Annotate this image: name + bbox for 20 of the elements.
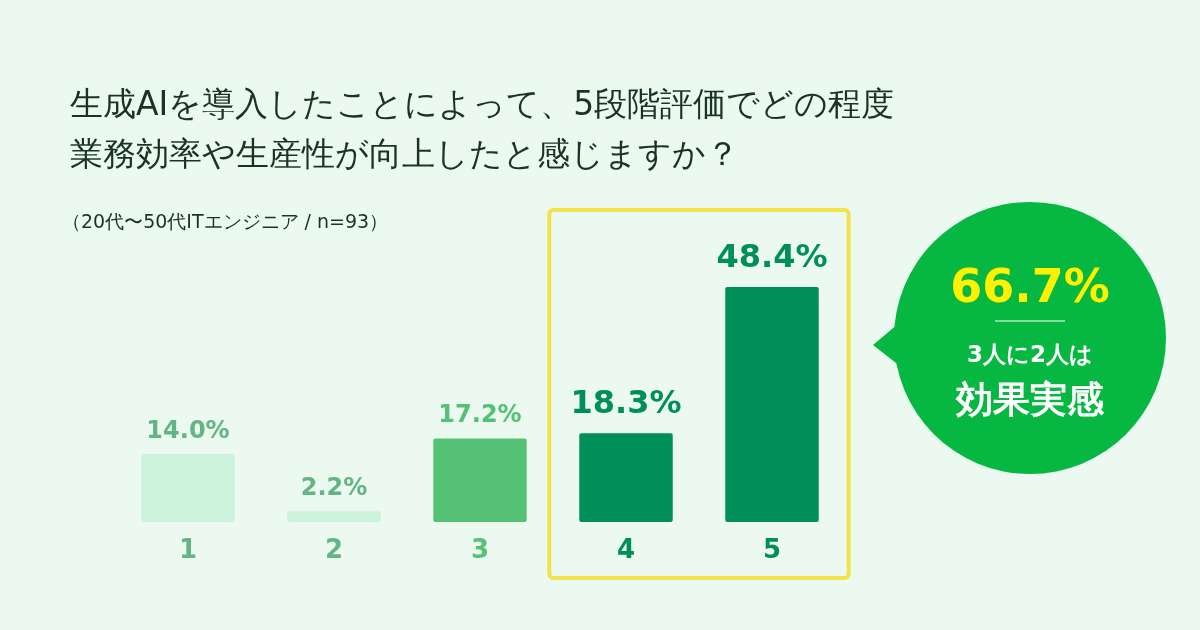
x-tick-label: 1 [178, 534, 198, 564]
chart-title: 生成AIを導入したことによって、5段階評価でどの程度業務効率や生産性が向上したと感じますか？ [70, 84, 895, 173]
text: 66.7% [950, 259, 1110, 313]
data-label: 14.0% [146, 416, 230, 445]
bar [141, 454, 235, 522]
data-label: 2.2% [300, 473, 368, 502]
chart-subtitle: （20代〜50代ITエンジニア / n=93） [62, 210, 389, 232]
data-label: 17.2% [438, 400, 522, 429]
text: 3人に2人は [966, 341, 1094, 367]
text: 効果実感 [955, 378, 1105, 421]
bar [287, 511, 381, 522]
x-tick-label: 5 [762, 534, 782, 564]
bar [433, 438, 527, 522]
data-label: 18.3% [570, 383, 682, 422]
x-tick-label: 4 [616, 534, 636, 564]
data-label: 48.4% [716, 237, 828, 275]
x-tick-label: 2 [324, 534, 344, 564]
bar [579, 433, 673, 522]
x-tick-label: 3 [470, 534, 490, 564]
bar [725, 287, 819, 522]
